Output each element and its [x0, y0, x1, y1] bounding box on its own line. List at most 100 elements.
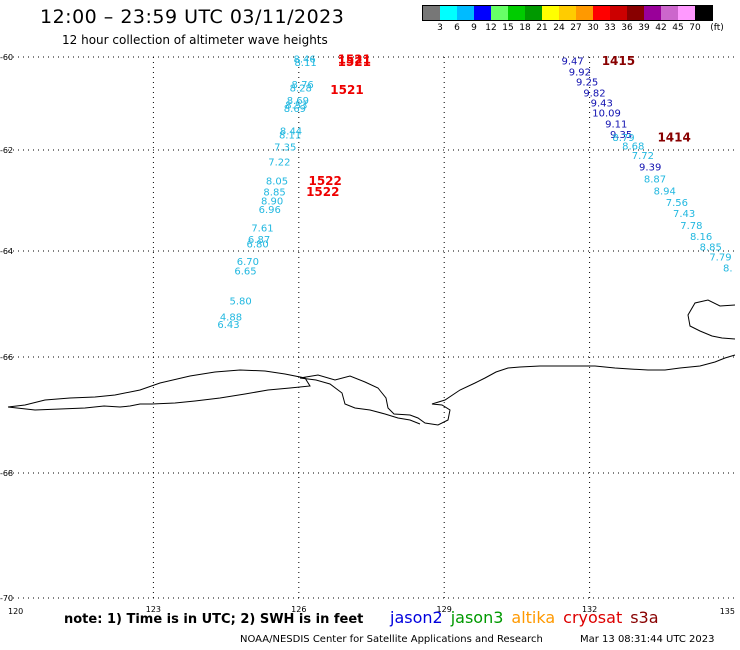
wave-height-label: 5.80 — [230, 296, 252, 307]
units-note: note: 1) Time is in UTC; 2) SWH is in fe… — [64, 612, 364, 627]
wave-height-label: 6.70 — [237, 257, 259, 268]
footer-timestamp: Mar 13 08:31:44 UTC 2023 — [580, 634, 715, 645]
latitude-label: -60 — [0, 53, 13, 62]
color-scale-tick: 3 — [437, 23, 443, 33]
color-scale-ticks: 3 6 9 12 15 18 21 24 27 30 33 36 39 42 45 70 (ft) — [422, 21, 724, 35]
footer-credit: NOAA/NESDIS Center for Satellite Applica… — [240, 634, 543, 645]
wave-height-label: 8.11 — [279, 131, 301, 142]
wave-height-label: 8.90 — [261, 197, 283, 208]
color-swatch — [559, 6, 576, 20]
longitude-labels: 120 123 126 129 132 135 — [8, 605, 735, 616]
color-scale-tick: 18 — [519, 23, 531, 33]
longitude-label: 120 — [8, 607, 23, 616]
wave-height-label: 8.05 — [266, 176, 288, 187]
satellite-legend-item: jason3 — [450, 608, 504, 627]
color-scale-tick: 12 — [485, 23, 497, 33]
color-swatch — [593, 6, 610, 20]
color-swatch — [491, 6, 508, 20]
longitude-label: 123 — [146, 605, 161, 614]
wave-height-labels: 8.468.118.768.288.698.538.698.448.117.35… — [217, 54, 732, 331]
satellite-legend-item: s3a — [630, 608, 659, 627]
color-scale-tick: 24 — [553, 23, 565, 33]
wave-height-label: 8.46 — [293, 54, 315, 65]
wave-height-label: 7.78 — [680, 221, 702, 232]
wave-height-label: 6.87 — [248, 235, 270, 246]
longitude-label: 129 — [437, 605, 452, 614]
antarctic-coastline — [7, 299, 736, 426]
satellite-legend-item: cryosat — [563, 608, 623, 627]
pass-time-label: 1522 — [306, 185, 339, 199]
longitude-label: 135 — [720, 607, 735, 616]
map-grid — [8, 56, 735, 599]
pass-time-label: 1522 — [308, 174, 341, 188]
color-swatch — [678, 6, 695, 20]
color-swatch — [474, 6, 491, 20]
color-swatch — [576, 6, 593, 20]
wave-height-label: 8.16 — [690, 232, 712, 243]
color-swatch — [508, 6, 525, 20]
wave-height-label: 9.35 — [610, 130, 632, 141]
wave-height-label: 7.35 — [274, 143, 296, 154]
color-swatch — [661, 6, 678, 20]
latitude-label: -68 — [0, 469, 13, 478]
wave-height-label: 8.44 — [280, 126, 302, 137]
color-scale-tick: 45 — [672, 23, 684, 33]
wave-height-label: 8.76 — [292, 80, 314, 91]
wave-height-label: 9.25 — [576, 78, 598, 89]
longitude-label: 126 — [291, 605, 306, 614]
color-swatch — [457, 6, 474, 20]
wave-height-label: 8.11 — [294, 58, 316, 69]
pass-time-label: 1521 — [330, 83, 363, 97]
latitude-label: -64 — [0, 247, 13, 256]
page-subtitle: 12 hour collection of altimeter wave hei… — [62, 33, 328, 47]
color-scale-tick: 15 — [502, 23, 514, 33]
pass-time-label: 1521 — [338, 55, 371, 69]
color-scale-tick: 70 — [689, 23, 701, 33]
color-swatch — [440, 6, 457, 20]
satellite-legend-item: jason2 — [390, 608, 443, 627]
color-scale-legend: 3 6 9 12 15 18 21 24 27 30 33 36 39 42 45 70 (ft) — [422, 5, 724, 35]
color-scale-tick: 30 — [587, 23, 599, 33]
color-scale-tick: 36 — [621, 23, 633, 33]
wave-height-label: 8.85 — [700, 242, 722, 253]
wave-height-label: 4.88 — [220, 312, 242, 323]
pass-time-label: 1414 — [657, 130, 690, 144]
wave-height-label: 8.85 — [263, 187, 285, 198]
wave-height-label: 7.61 — [251, 223, 273, 234]
latitude-label: -62 — [0, 146, 13, 155]
wave-height-label: 6.43 — [217, 320, 239, 331]
wave-height-label: 10.09 — [592, 109, 621, 120]
wave-height-label: 7.72 — [632, 151, 654, 162]
color-scale-tick: 6 — [454, 23, 460, 33]
color-scale-tick: 21 — [536, 23, 548, 33]
color-scale-swatches — [422, 5, 713, 21]
wave-height-label: 7.56 — [666, 198, 688, 209]
satellite-legend: jason2 jason3 altika cryosat s3a — [390, 608, 667, 627]
wave-height-label: 8.87 — [644, 174, 666, 185]
wave-height-label: 9.11 — [605, 119, 627, 130]
wave-height-label: 8.69 — [287, 96, 309, 107]
wave-height-label: 8.68 — [622, 141, 644, 152]
wave-height-label: 8.53 — [285, 100, 307, 111]
color-swatch — [542, 6, 559, 20]
color-scale-tick: 39 — [638, 23, 650, 33]
wave-height-label: 6.80 — [246, 239, 268, 250]
pass-time-label: 1521 — [338, 52, 371, 66]
color-scale-tick: 27 — [570, 23, 582, 33]
latitude-label: -66 — [0, 353, 13, 362]
latitude-label: -70 — [0, 594, 13, 603]
color-swatch — [423, 6, 440, 20]
color-swatch — [610, 6, 627, 20]
wave-height-label: 8. — [723, 263, 733, 274]
wave-height-label: 7.22 — [268, 158, 290, 169]
wave-height-label: 8.69 — [284, 104, 306, 115]
color-scale-tick: 33 — [604, 23, 616, 33]
pass-time-label: 1415 — [602, 54, 635, 68]
longitude-label: 132 — [582, 605, 597, 614]
wave-height-label: 9.92 — [569, 67, 591, 78]
wave-height-label: 6.65 — [234, 267, 256, 278]
wave-height-label: 8.79 — [612, 133, 634, 144]
satellite-legend-item: altika — [511, 608, 556, 627]
